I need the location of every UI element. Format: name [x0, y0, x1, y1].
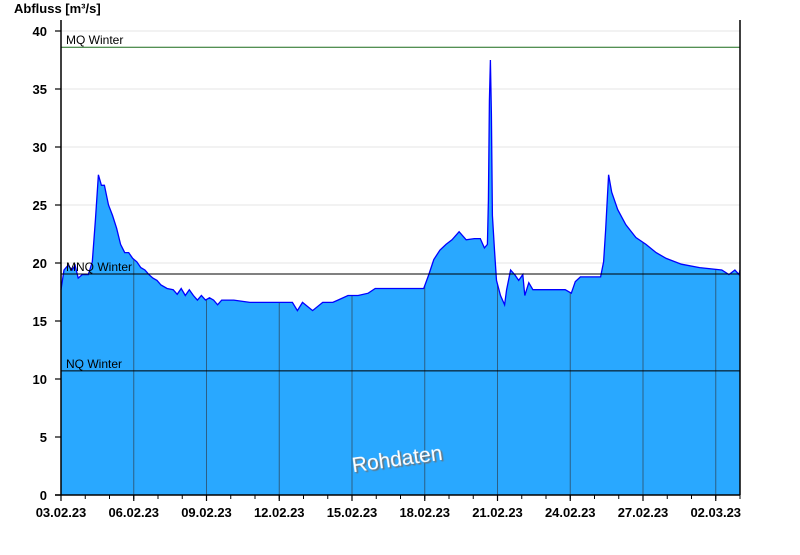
y-tick-label: 15 — [33, 314, 47, 329]
y-tick-label: 20 — [33, 256, 47, 271]
x-tick-label: 06.02.23 — [108, 505, 159, 520]
x-tick-label: 24.02.23 — [545, 505, 596, 520]
y-tick-label: 40 — [33, 24, 47, 39]
reference-line-label: NQ Winter — [66, 357, 122, 371]
y-tick-label: 25 — [33, 198, 47, 213]
y-tick-label: 0 — [40, 488, 47, 503]
x-tick-label: 27.02.23 — [618, 505, 669, 520]
y-tick-label: 10 — [33, 372, 47, 387]
discharge-area — [61, 60, 740, 495]
x-tick-label: 12.02.23 — [254, 505, 305, 520]
reference-line-label: MNQ Winter — [66, 260, 132, 274]
reference-line-label: MQ Winter — [66, 33, 123, 47]
y-tick-label: 35 — [33, 82, 47, 97]
x-tick-label: 02.03.23 — [690, 505, 741, 520]
x-tick-label: 03.02.23 — [36, 505, 87, 520]
y-axis-title: Abfluss [m³/s] — [14, 1, 101, 16]
x-tick-label: 21.02.23 — [472, 505, 523, 520]
x-tick-label: 15.02.23 — [327, 505, 378, 520]
discharge-line — [60, 59, 741, 312]
x-tick-label: 09.02.23 — [181, 505, 232, 520]
y-tick-label: 30 — [33, 140, 47, 155]
y-tick-label: 5 — [40, 430, 47, 445]
x-tick-label: 18.02.23 — [399, 505, 450, 520]
